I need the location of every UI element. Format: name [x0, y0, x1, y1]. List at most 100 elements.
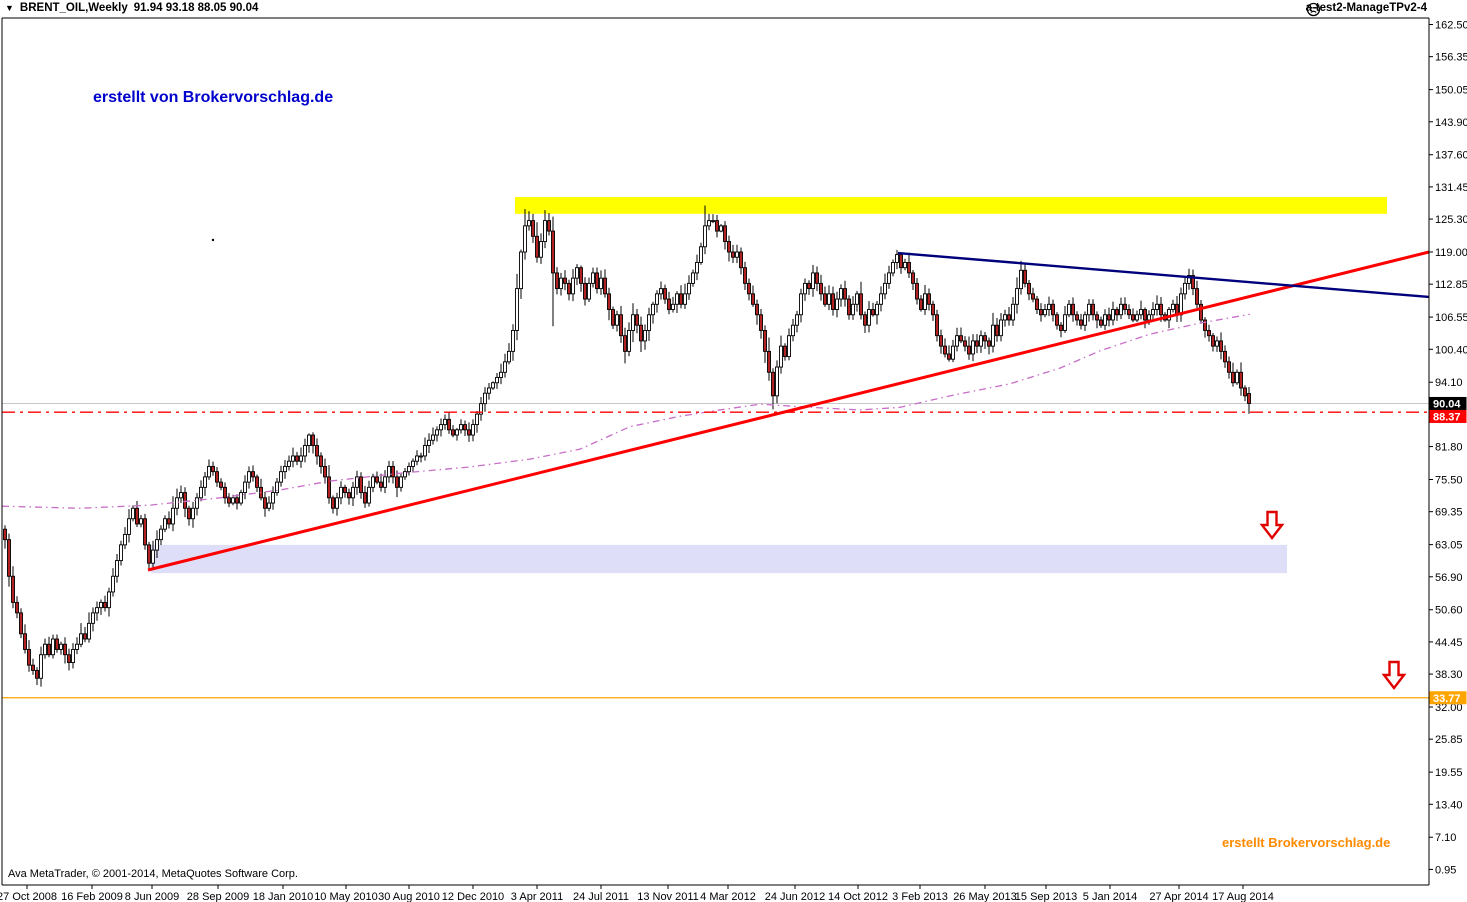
- candle: [343, 486, 347, 494]
- candle: [1179, 293, 1183, 316]
- candle: [475, 413, 479, 426]
- candle: [787, 335, 791, 358]
- candle: [463, 424, 467, 431]
- candle: [1159, 303, 1163, 316]
- candle: [691, 272, 695, 284]
- candle: [851, 303, 855, 316]
- candle: [3, 528, 7, 541]
- candle: [951, 345, 955, 360]
- candle: [195, 497, 199, 509]
- candle: [1199, 303, 1203, 321]
- candle: [107, 591, 111, 609]
- candle: [855, 293, 859, 305]
- candle: [539, 241, 543, 258]
- uptrend-line[interactable]: [147, 250, 1430, 572]
- candle: [579, 267, 583, 284]
- candle: [1219, 340, 1223, 352]
- candle: [1143, 309, 1147, 321]
- candle: [863, 314, 867, 326]
- candle: [983, 335, 987, 342]
- candle: [295, 455, 299, 462]
- y-axis-tick-label: 119.00: [1435, 247, 1467, 259]
- down-arrow-annotation[interactable]: [1259, 510, 1285, 540]
- candle: [731, 251, 735, 258]
- x-axis-date-label: 24 Jun 2012: [765, 891, 826, 902]
- downtrend-line[interactable]: [897, 251, 1430, 299]
- candle: [191, 507, 195, 520]
- candle: [27, 649, 31, 666]
- candle: [323, 465, 327, 478]
- y-axis-tick-label: 156.35: [1435, 52, 1467, 64]
- x-axis-date-label: 17 Aug 2014: [1212, 891, 1274, 902]
- candle: [543, 220, 547, 242]
- y-axis-tick-label: 69.35: [1435, 507, 1463, 519]
- support-band[interactable]: [151, 544, 1287, 574]
- down-arrow-annotation[interactable]: [1381, 660, 1407, 690]
- candle: [719, 225, 723, 232]
- candle: [11, 575, 15, 603]
- candle: [59, 643, 63, 650]
- candle: [563, 277, 567, 284]
- candle: [811, 272, 815, 290]
- candle: [911, 272, 915, 284]
- candle: [611, 309, 615, 326]
- candle: [875, 303, 879, 316]
- y-axis-tick-label: 94.10: [1435, 377, 1463, 389]
- candle: [359, 476, 363, 494]
- candle: [663, 288, 667, 300]
- candle: [995, 324, 999, 337]
- x-axis-date-label: 14 Oct 2012: [828, 891, 888, 902]
- candle: [1059, 324, 1063, 331]
- candle: [555, 272, 559, 290]
- candle: [1215, 340, 1219, 347]
- candle: [411, 460, 415, 467]
- candle: [907, 262, 911, 274]
- candle: [423, 445, 427, 457]
- y-axis-tick-label: 50.60: [1435, 605, 1463, 617]
- candle: [103, 601, 107, 609]
- candle: [119, 544, 123, 562]
- resistance-band[interactable]: [515, 197, 1387, 214]
- candle: [1211, 335, 1215, 347]
- chart-titlebar: ▼ BRENT_OIL,Weekly 91.94 93.18 88.05 90.…: [5, 2, 258, 14]
- candle: [643, 330, 647, 342]
- candle: [251, 471, 255, 478]
- candle: [211, 465, 215, 473]
- candle: [751, 293, 755, 305]
- candle: [515, 288, 519, 331]
- candle: [815, 272, 819, 284]
- candle: [919, 298, 923, 310]
- candle: [599, 277, 603, 290]
- candle: [699, 246, 703, 263]
- candle: [115, 560, 119, 577]
- candle: [1135, 314, 1139, 321]
- y-axis-tick-label: 81.80: [1435, 442, 1463, 454]
- candle: [1015, 288, 1019, 305]
- candle: [19, 612, 23, 635]
- candle: [1087, 303, 1091, 316]
- candle: [1139, 309, 1143, 316]
- candle: [671, 303, 675, 310]
- candle: [959, 335, 963, 342]
- candle: [723, 225, 727, 242]
- symbol-dropdown-icon[interactable]: ▼: [5, 2, 14, 13]
- candle: [151, 549, 155, 564]
- candle: [631, 314, 635, 331]
- candle: [227, 497, 231, 504]
- candle: [939, 335, 943, 347]
- y-axis-tick-label: 13.40: [1435, 799, 1463, 811]
- candle: [839, 288, 843, 300]
- candle: [283, 465, 287, 473]
- candle: [395, 476, 399, 488]
- x-axis-date-label: 8 Jun 2009: [125, 891, 179, 902]
- candle: [1127, 309, 1131, 316]
- candle: [1227, 361, 1231, 373]
- candle: [271, 492, 275, 504]
- candle: [427, 439, 431, 446]
- price-tag-target: [1429, 691, 1467, 705]
- candle: [895, 254, 899, 263]
- candle: [491, 382, 495, 389]
- candle: [79, 633, 83, 645]
- candle: [791, 324, 795, 337]
